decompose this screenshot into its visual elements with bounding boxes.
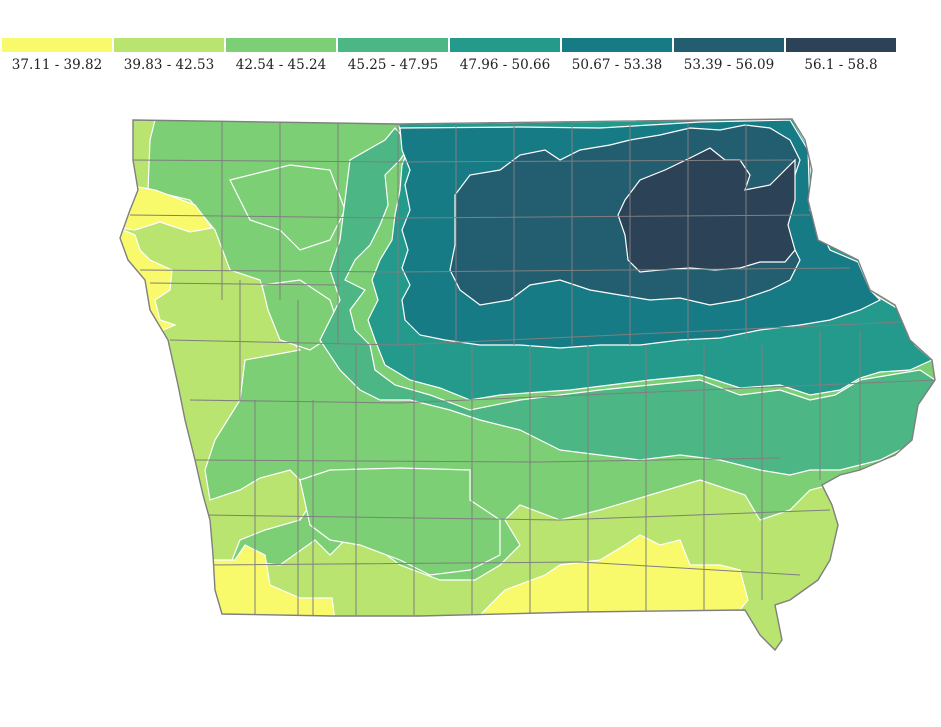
contour-band-56-58 [617, 147, 796, 273]
legend-item: 50.67 - 53.38 [562, 38, 672, 73]
legend-swatch [786, 38, 896, 52]
legend-label: 50.67 - 53.38 [571, 57, 663, 73]
legend-label: 47.96 - 50.66 [459, 57, 551, 73]
legend-item: 53.39 - 56.09 [674, 38, 784, 73]
legend-swatch [2, 38, 112, 52]
legend-swatch [674, 38, 784, 52]
legend-swatch [338, 38, 448, 52]
legend-swatch [114, 38, 224, 52]
legend-swatch [226, 38, 336, 52]
contour-band-37-39 [478, 534, 749, 616]
legend-swatch [450, 38, 560, 52]
legend-item: 47.96 - 50.66 [450, 38, 560, 73]
legend-label: 53.39 - 56.09 [683, 57, 775, 73]
legend: 37.11 - 39.82 39.83 - 42.53 42.54 - 45.2… [0, 38, 941, 78]
contour-band-42-45 [229, 164, 346, 251]
contour-fills [120, 119, 935, 650]
legend-label: 42.54 - 45.24 [235, 57, 327, 73]
legend-item: 37.11 - 39.82 [2, 38, 112, 73]
legend-item: 39.83 - 42.53 [114, 38, 224, 73]
legend-label: 39.83 - 42.53 [123, 57, 215, 73]
contour-band-45-47 [319, 127, 935, 476]
legend-item: 45.25 - 47.95 [338, 38, 448, 73]
legend-label: 45.25 - 47.95 [347, 57, 439, 73]
legend-label: 56.1 - 58.8 [804, 57, 878, 73]
legend-item: 56.1 - 58.8 [786, 38, 896, 73]
county-borders [129, 120, 935, 615]
legend-label: 37.11 - 39.82 [11, 57, 103, 73]
legend-swatch [562, 38, 672, 52]
legend-item: 42.54 - 45.24 [226, 38, 336, 73]
state-outline [119, 118, 936, 652]
